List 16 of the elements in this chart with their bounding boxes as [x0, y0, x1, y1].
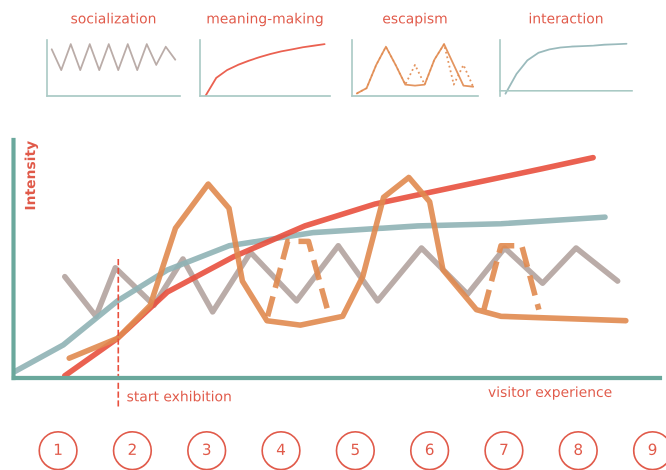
- x-tick-label: 6: [426, 444, 434, 456]
- x-axis-title: visitor experience: [488, 386, 612, 400]
- x-tick-label: 8: [574, 444, 582, 456]
- chart-title: escapism: [383, 12, 447, 26]
- chart-title: interaction: [530, 12, 602, 24]
- y-axis-title: Intensity: [24, 141, 38, 210]
- chart-title: socialization: [71, 12, 156, 24]
- chart-title: meaning-making: [208, 12, 322, 26]
- x-tick-label: 9: [648, 444, 656, 456]
- x-tick-label: 3: [203, 444, 210, 456]
- x-tick-label: 1: [54, 444, 62, 455]
- x-tick-label: 7: [500, 444, 508, 455]
- x-tick-label: 4: [276, 444, 286, 455]
- x-tick-label: 5: [352, 444, 359, 456]
- x-tick-label: 2: [128, 444, 136, 455]
- ref-line-label: start exhibition: [127, 390, 231, 402]
